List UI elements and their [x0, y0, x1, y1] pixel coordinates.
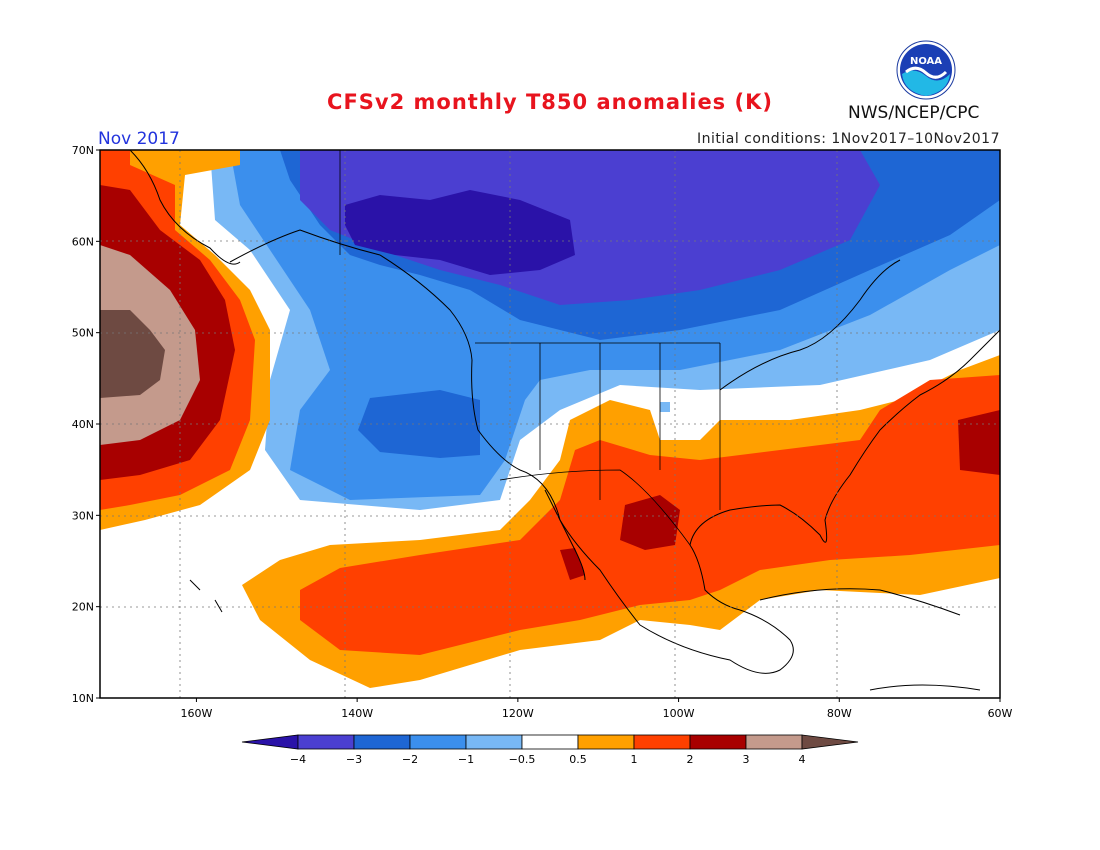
anomaly-lt-minus-3 [300, 150, 880, 305]
colorbar-swatch [353, 734, 411, 750]
lon-tick-label: 80W [827, 707, 852, 720]
colorbar-swatch [297, 734, 355, 750]
colorbar-swatch [577, 734, 635, 750]
colorbar: −4 −3 −2 −1 −0.5 0.5 1 2 3 4 [241, 734, 859, 766]
initial-conditions: Initial conditions: 1Nov2017–10Nov2017 [696, 131, 1000, 147]
agency-label: NWS/NCEP/CPC [848, 103, 980, 123]
lat-tick-label: 20N [72, 601, 94, 614]
colorbar-swatch [521, 734, 579, 750]
map-title: CFSv2 monthly T850 anomalies (K) [327, 90, 773, 114]
colorbar-label: 0.5 [569, 753, 587, 766]
lat-tick-label: 30N [72, 509, 94, 522]
colorbar-label: 2 [687, 753, 694, 766]
lat-tick-label: 10N [72, 692, 94, 705]
anomaly-small-patch [660, 402, 670, 412]
colorbar-arrow-low [241, 734, 299, 750]
lon-tick-label: 140W [341, 707, 373, 720]
colorbar-label: 1 [631, 753, 638, 766]
lat-tick-label: 60N [72, 235, 94, 248]
anomaly-gt-4-west [100, 310, 165, 398]
colorbar-swatch [745, 734, 803, 750]
lat-tick-label: 40N [72, 418, 94, 431]
lon-tick-label: 100W [663, 707, 695, 720]
colorbar-arrow-high [801, 734, 859, 750]
colorbar-swatch [409, 734, 467, 750]
gridlines [100, 150, 1000, 698]
noaa-logo: NOAA [896, 40, 956, 100]
lon-tick-label: 60W [988, 707, 1013, 720]
lat-tick-label: 50N [72, 327, 94, 340]
colorbar-swatch [633, 734, 691, 750]
latitude-ticks: 70N 60N 50N 40N 30N 20N 10N [72, 144, 100, 705]
colorbar-label: −4 [290, 753, 306, 766]
anomaly-lt-minus-4 [345, 190, 575, 275]
lat-tick-label: 70N [72, 144, 94, 157]
colorbar-label: 3 [743, 753, 750, 766]
colorbar-label: −2 [402, 753, 418, 766]
colorbar-label: −1 [458, 753, 474, 766]
colorbar-label: −0.5 [509, 753, 536, 766]
longitude-ticks: 160W 140W 120W 100W 80W 60W [180, 698, 1013, 720]
coastlines [129, 150, 1000, 691]
anomaly-gt-2-baja [560, 548, 585, 580]
anomaly-gt-2-ocean [958, 410, 1000, 475]
colorbar-swatch [465, 734, 523, 750]
political-borders [339, 150, 721, 546]
colorbar-swatch [689, 734, 747, 750]
lon-tick-label: 120W [502, 707, 534, 720]
anomaly-gt-2-texas [620, 495, 680, 550]
forecast-period: Nov 2017 [98, 129, 180, 149]
colorbar-label: 4 [799, 753, 806, 766]
lon-tick-label: 160W [180, 707, 212, 720]
noaa-logo-text: NOAA [910, 56, 942, 67]
colorbar-label: −3 [346, 753, 362, 766]
